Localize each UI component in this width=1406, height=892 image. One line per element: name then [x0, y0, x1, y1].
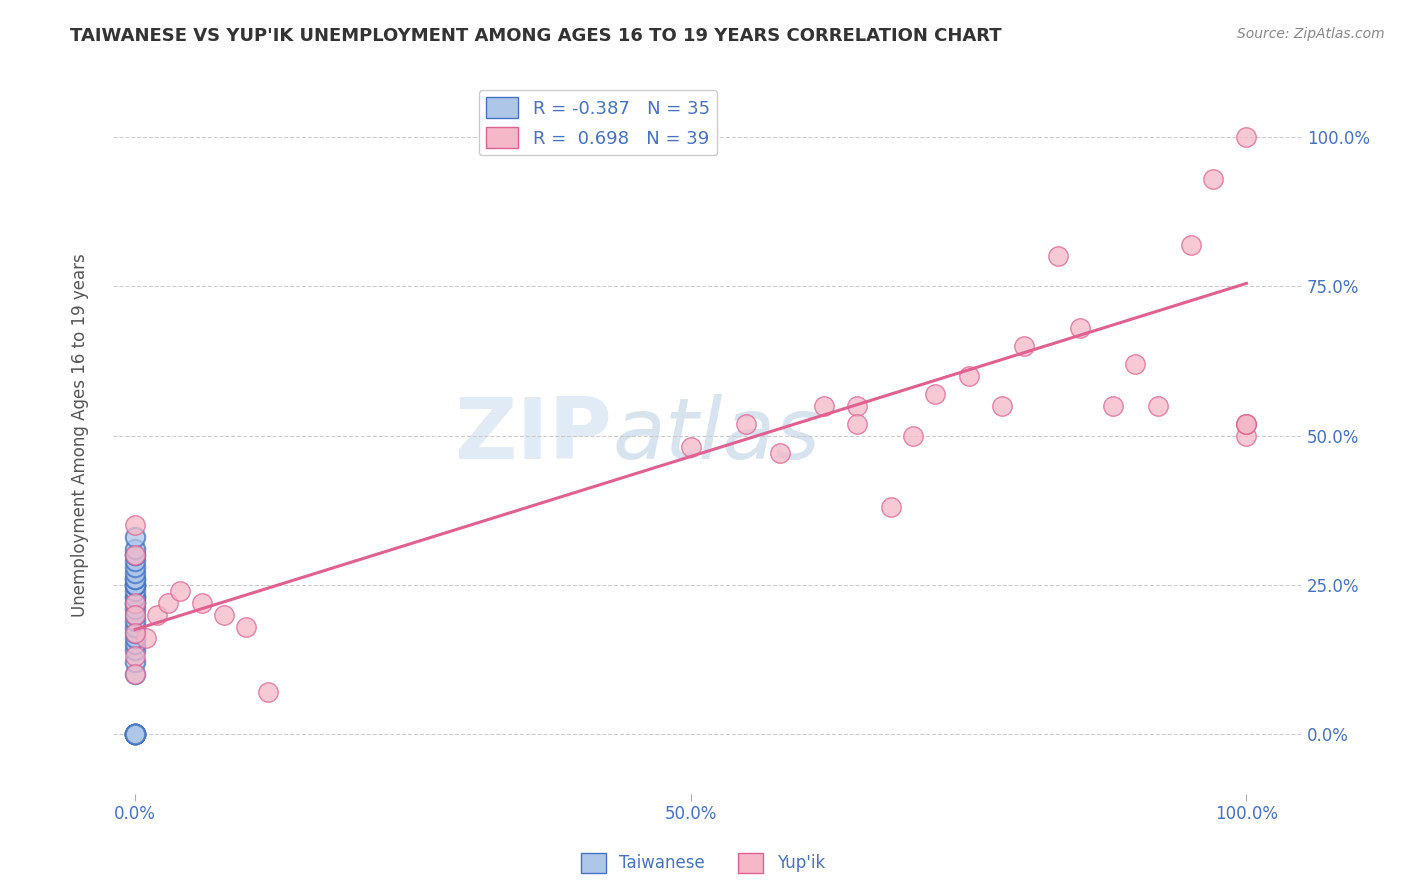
Point [157, 596, 180, 610]
Point [124, 727, 146, 741]
Point [124, 590, 146, 604]
Point [1012, 339, 1035, 353]
Point [769, 446, 792, 460]
Point [124, 548, 146, 562]
Y-axis label: Unemployment Among Ages 16 to 19 years: Unemployment Among Ages 16 to 19 years [72, 253, 89, 617]
Point [1202, 172, 1225, 186]
Text: Source: ZipAtlas.com: Source: ZipAtlas.com [1237, 27, 1385, 41]
Point [124, 607, 146, 622]
Point [191, 596, 214, 610]
Text: atlas: atlas [613, 394, 820, 477]
Point [124, 625, 146, 640]
Point [1236, 417, 1258, 431]
Legend: Taiwanese, Yup'ik: Taiwanese, Yup'ik [574, 847, 832, 880]
Point [124, 578, 146, 592]
Point [124, 572, 146, 586]
Point [124, 649, 146, 664]
Point [1046, 250, 1069, 264]
Point [124, 554, 146, 568]
Point [124, 632, 146, 646]
Point [124, 596, 146, 610]
Point [124, 667, 146, 681]
Legend: R = -0.387   N = 35, R =  0.698   N = 39: R = -0.387 N = 35, R = 0.698 N = 39 [478, 90, 717, 155]
Point [1123, 357, 1146, 371]
Point [1236, 417, 1258, 431]
Point [1180, 237, 1202, 252]
Point [124, 625, 146, 640]
Point [135, 632, 157, 646]
Point [235, 619, 257, 633]
Point [924, 386, 946, 401]
Point [735, 417, 758, 431]
Point [124, 727, 146, 741]
Point [957, 368, 980, 383]
Point [124, 572, 146, 586]
Point [846, 399, 869, 413]
Point [124, 566, 146, 580]
Point [1069, 321, 1091, 335]
Point [124, 619, 146, 633]
Point [257, 685, 280, 699]
Point [124, 614, 146, 628]
Point [124, 548, 146, 562]
Point [1146, 399, 1168, 413]
Point [124, 727, 146, 741]
Point [991, 399, 1014, 413]
Point [124, 518, 146, 533]
Point [1102, 399, 1125, 413]
Point [813, 399, 835, 413]
Point [124, 637, 146, 651]
Point [124, 578, 146, 592]
Point [124, 727, 146, 741]
Point [124, 560, 146, 574]
Point [1236, 428, 1258, 442]
Point [124, 656, 146, 670]
Point [124, 727, 146, 741]
Point [146, 607, 169, 622]
Point [124, 727, 146, 741]
Point [901, 428, 924, 442]
Point [124, 583, 146, 598]
Point [124, 727, 146, 741]
Point [124, 578, 146, 592]
Point [124, 643, 146, 657]
Point [124, 530, 146, 544]
Point [124, 590, 146, 604]
Point [124, 667, 146, 681]
Point [169, 583, 191, 598]
Point [124, 548, 146, 562]
Point [212, 607, 235, 622]
Point [124, 596, 146, 610]
Point [124, 541, 146, 556]
Point [1236, 417, 1258, 431]
Point [124, 601, 146, 615]
Point [124, 596, 146, 610]
Point [846, 417, 869, 431]
Point [124, 607, 146, 622]
Point [880, 500, 903, 515]
Point [679, 441, 702, 455]
Point [1236, 130, 1258, 145]
Point [124, 727, 146, 741]
Text: TAIWANESE VS YUP'IK UNEMPLOYMENT AMONG AGES 16 TO 19 YEARS CORRELATION CHART: TAIWANESE VS YUP'IK UNEMPLOYMENT AMONG A… [70, 27, 1002, 45]
Text: ZIP: ZIP [454, 394, 613, 477]
